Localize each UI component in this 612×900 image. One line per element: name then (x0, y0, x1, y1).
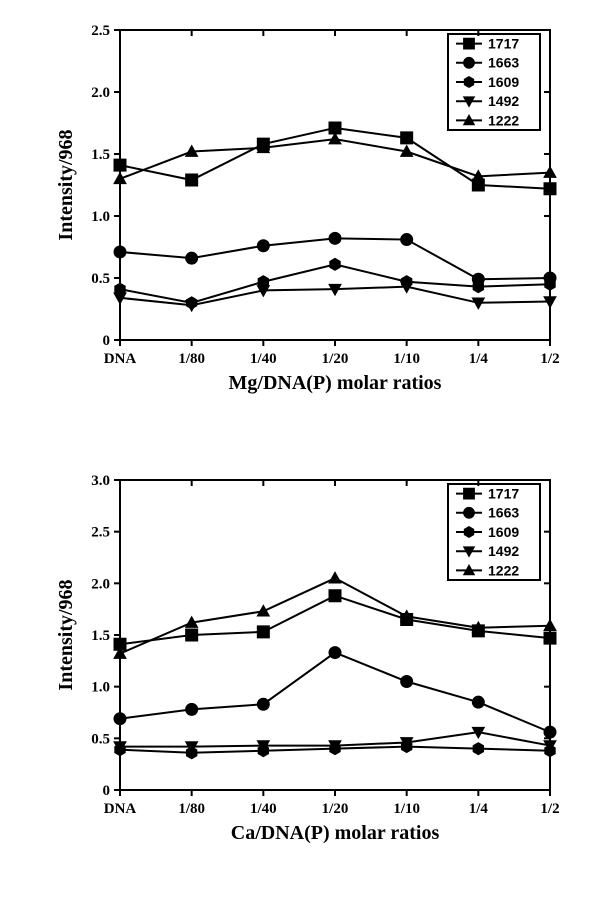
series-marker-1663 (186, 703, 198, 715)
y-axis-title: Intensity/968 (55, 579, 77, 690)
series-marker-1222 (329, 572, 341, 583)
y-tick-label: 1.5 (91, 147, 110, 163)
x-tick-label: 1/20 (322, 351, 349, 367)
series-marker-1663 (257, 698, 269, 710)
y-tick-label: 1.0 (91, 209, 110, 225)
legend-label: 1717 (488, 486, 519, 502)
x-tick-label: DNA (104, 801, 137, 817)
series-marker-1717 (544, 632, 556, 644)
y-tick-label: 0.5 (91, 271, 110, 287)
y-tick-label: 0 (103, 333, 111, 349)
x-tick-label: 1/40 (250, 801, 277, 817)
series-line-1663 (120, 653, 550, 733)
chart-top-svg: 0 0.5 1.0 1.5 2.0 2.5 DNA 1/80 1/40 1/20 1/10 1/4 1/… (50, 20, 590, 420)
series-marker-1609 (473, 743, 483, 755)
series-marker-1717 (401, 132, 413, 144)
x-axis-title: Mg/DNA(P) molar ratios (229, 372, 442, 394)
legend-label: 1222 (488, 562, 519, 578)
series-marker-1717 (114, 159, 126, 171)
series-marker-1717 (186, 629, 198, 641)
x-tick-label: 1/80 (178, 351, 205, 367)
y-tick-label: 0 (103, 783, 111, 799)
y-tick-label: 2.0 (91, 85, 110, 101)
series-marker-1663 (329, 647, 341, 659)
legend-label: 1492 (488, 93, 519, 109)
x-axis-title: Ca/DNA(P) molar ratios (231, 822, 440, 844)
legend-label: 1663 (488, 505, 519, 521)
page: 00.51.01.52.02.5DNA1/801/401/201/101/41/… (0, 0, 612, 900)
series-marker-1717 (257, 626, 269, 638)
series-line-1717 (120, 596, 550, 645)
legend-label: 1663 (488, 55, 519, 71)
y-tick-label: 3.0 (91, 473, 110, 489)
y-tick-label: 1.5 (91, 628, 110, 644)
chart-top-panel: 0 0.5 1.0 1.5 2.0 2.5 DNA 1/80 1/40 1/20 1/10 1/4 1/… (50, 20, 590, 420)
x-tick-label: 1/4 (469, 801, 489, 817)
series-marker-1717 (544, 183, 556, 195)
series-line-1222 (120, 139, 550, 179)
x-tick-label: 1/2 (540, 351, 559, 367)
legend-label: 1609 (488, 524, 519, 540)
series-marker-1663 (472, 696, 484, 708)
series-marker-1717 (329, 590, 341, 602)
x-tick-label: 1/20 (322, 801, 349, 817)
x-tick-label: 1/80 (178, 801, 205, 817)
series-marker-1663 (114, 713, 126, 725)
x-tick-label: 1/4 (469, 351, 489, 367)
series-marker-1609 (330, 258, 340, 270)
legend-marker-1609 (464, 77, 473, 88)
y-tick-label: 0.5 (91, 731, 110, 747)
y-tick-label: 1.0 (91, 680, 110, 696)
x-tick-label: 1/2 (540, 801, 559, 817)
series-marker-1609 (473, 281, 483, 293)
series-marker-1609 (545, 278, 555, 290)
series-marker-1663 (114, 246, 126, 258)
y-axis-title: Intensity/968 (55, 129, 77, 240)
x-tick-label: 1/10 (393, 801, 420, 817)
y-tick-label: 2.5 (91, 525, 110, 541)
series-marker-1663 (544, 726, 556, 738)
series-marker-1663 (186, 252, 198, 264)
x-tick-label: DNA (104, 351, 137, 367)
chart-bottom-panel: 0 0.5 1.0 1.5 2.0 2.5 3.0 DNA 1/80 1/40 1/20 1/10 1/… (50, 470, 590, 870)
y-tick-label: 2.0 (91, 576, 110, 592)
legend-label: 1609 (488, 74, 519, 90)
x-tick-label: 1/10 (393, 351, 420, 367)
series-marker-1663 (401, 234, 413, 246)
legend-label: 1492 (488, 543, 519, 559)
series-marker-1222 (329, 133, 341, 144)
series-marker-1717 (186, 174, 198, 186)
series-marker-1663 (257, 240, 269, 252)
legend-label: 1222 (488, 112, 519, 128)
x-tick-label: 1/40 (250, 351, 277, 367)
legend-marker-1717 (464, 488, 475, 499)
legend-marker-1717 (464, 38, 475, 49)
y-tick-label: 2.5 (91, 23, 110, 39)
series-marker-1663 (401, 676, 413, 688)
series-marker-1222 (257, 605, 269, 616)
legend-marker-1663 (464, 507, 475, 518)
legend-label: 1717 (488, 36, 519, 52)
legend-marker-1663 (464, 57, 475, 68)
legend-marker-1609 (464, 527, 473, 538)
series-marker-1663 (329, 232, 341, 244)
chart-bottom-svg: 0 0.5 1.0 1.5 2.0 2.5 3.0 DNA 1/80 1/40 1/20 1/10 1/… (50, 470, 590, 870)
